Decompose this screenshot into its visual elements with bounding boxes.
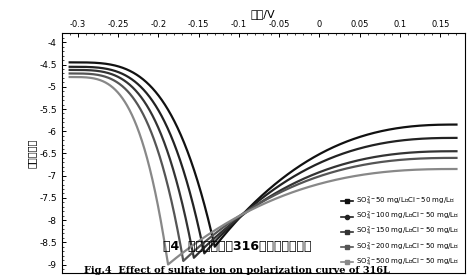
Y-axis label: 电流对数值: 电流对数值	[27, 139, 36, 168]
X-axis label: 电位/V: 电位/V	[251, 9, 275, 19]
Text: Fig.4  Effect of sulfate ion on polarization curve of 316L: Fig.4 Effect of sulfate ion on polarizat…	[84, 266, 390, 275]
Legend: SO$_4^{2-}$50 mg/L（Cl$^-$50 mg/L）, SO$_4^{2-}$100 mg/L（Cl$^-$50 mg/L）, SO$_4^{2-: SO$_4^{2-}$50 mg/L（Cl$^-$50 mg/L）, SO$_4…	[339, 194, 461, 270]
Text: 图4  硫酸根离子对316极化曲线的影响: 图4 硫酸根离子对316极化曲线的影响	[163, 240, 311, 253]
